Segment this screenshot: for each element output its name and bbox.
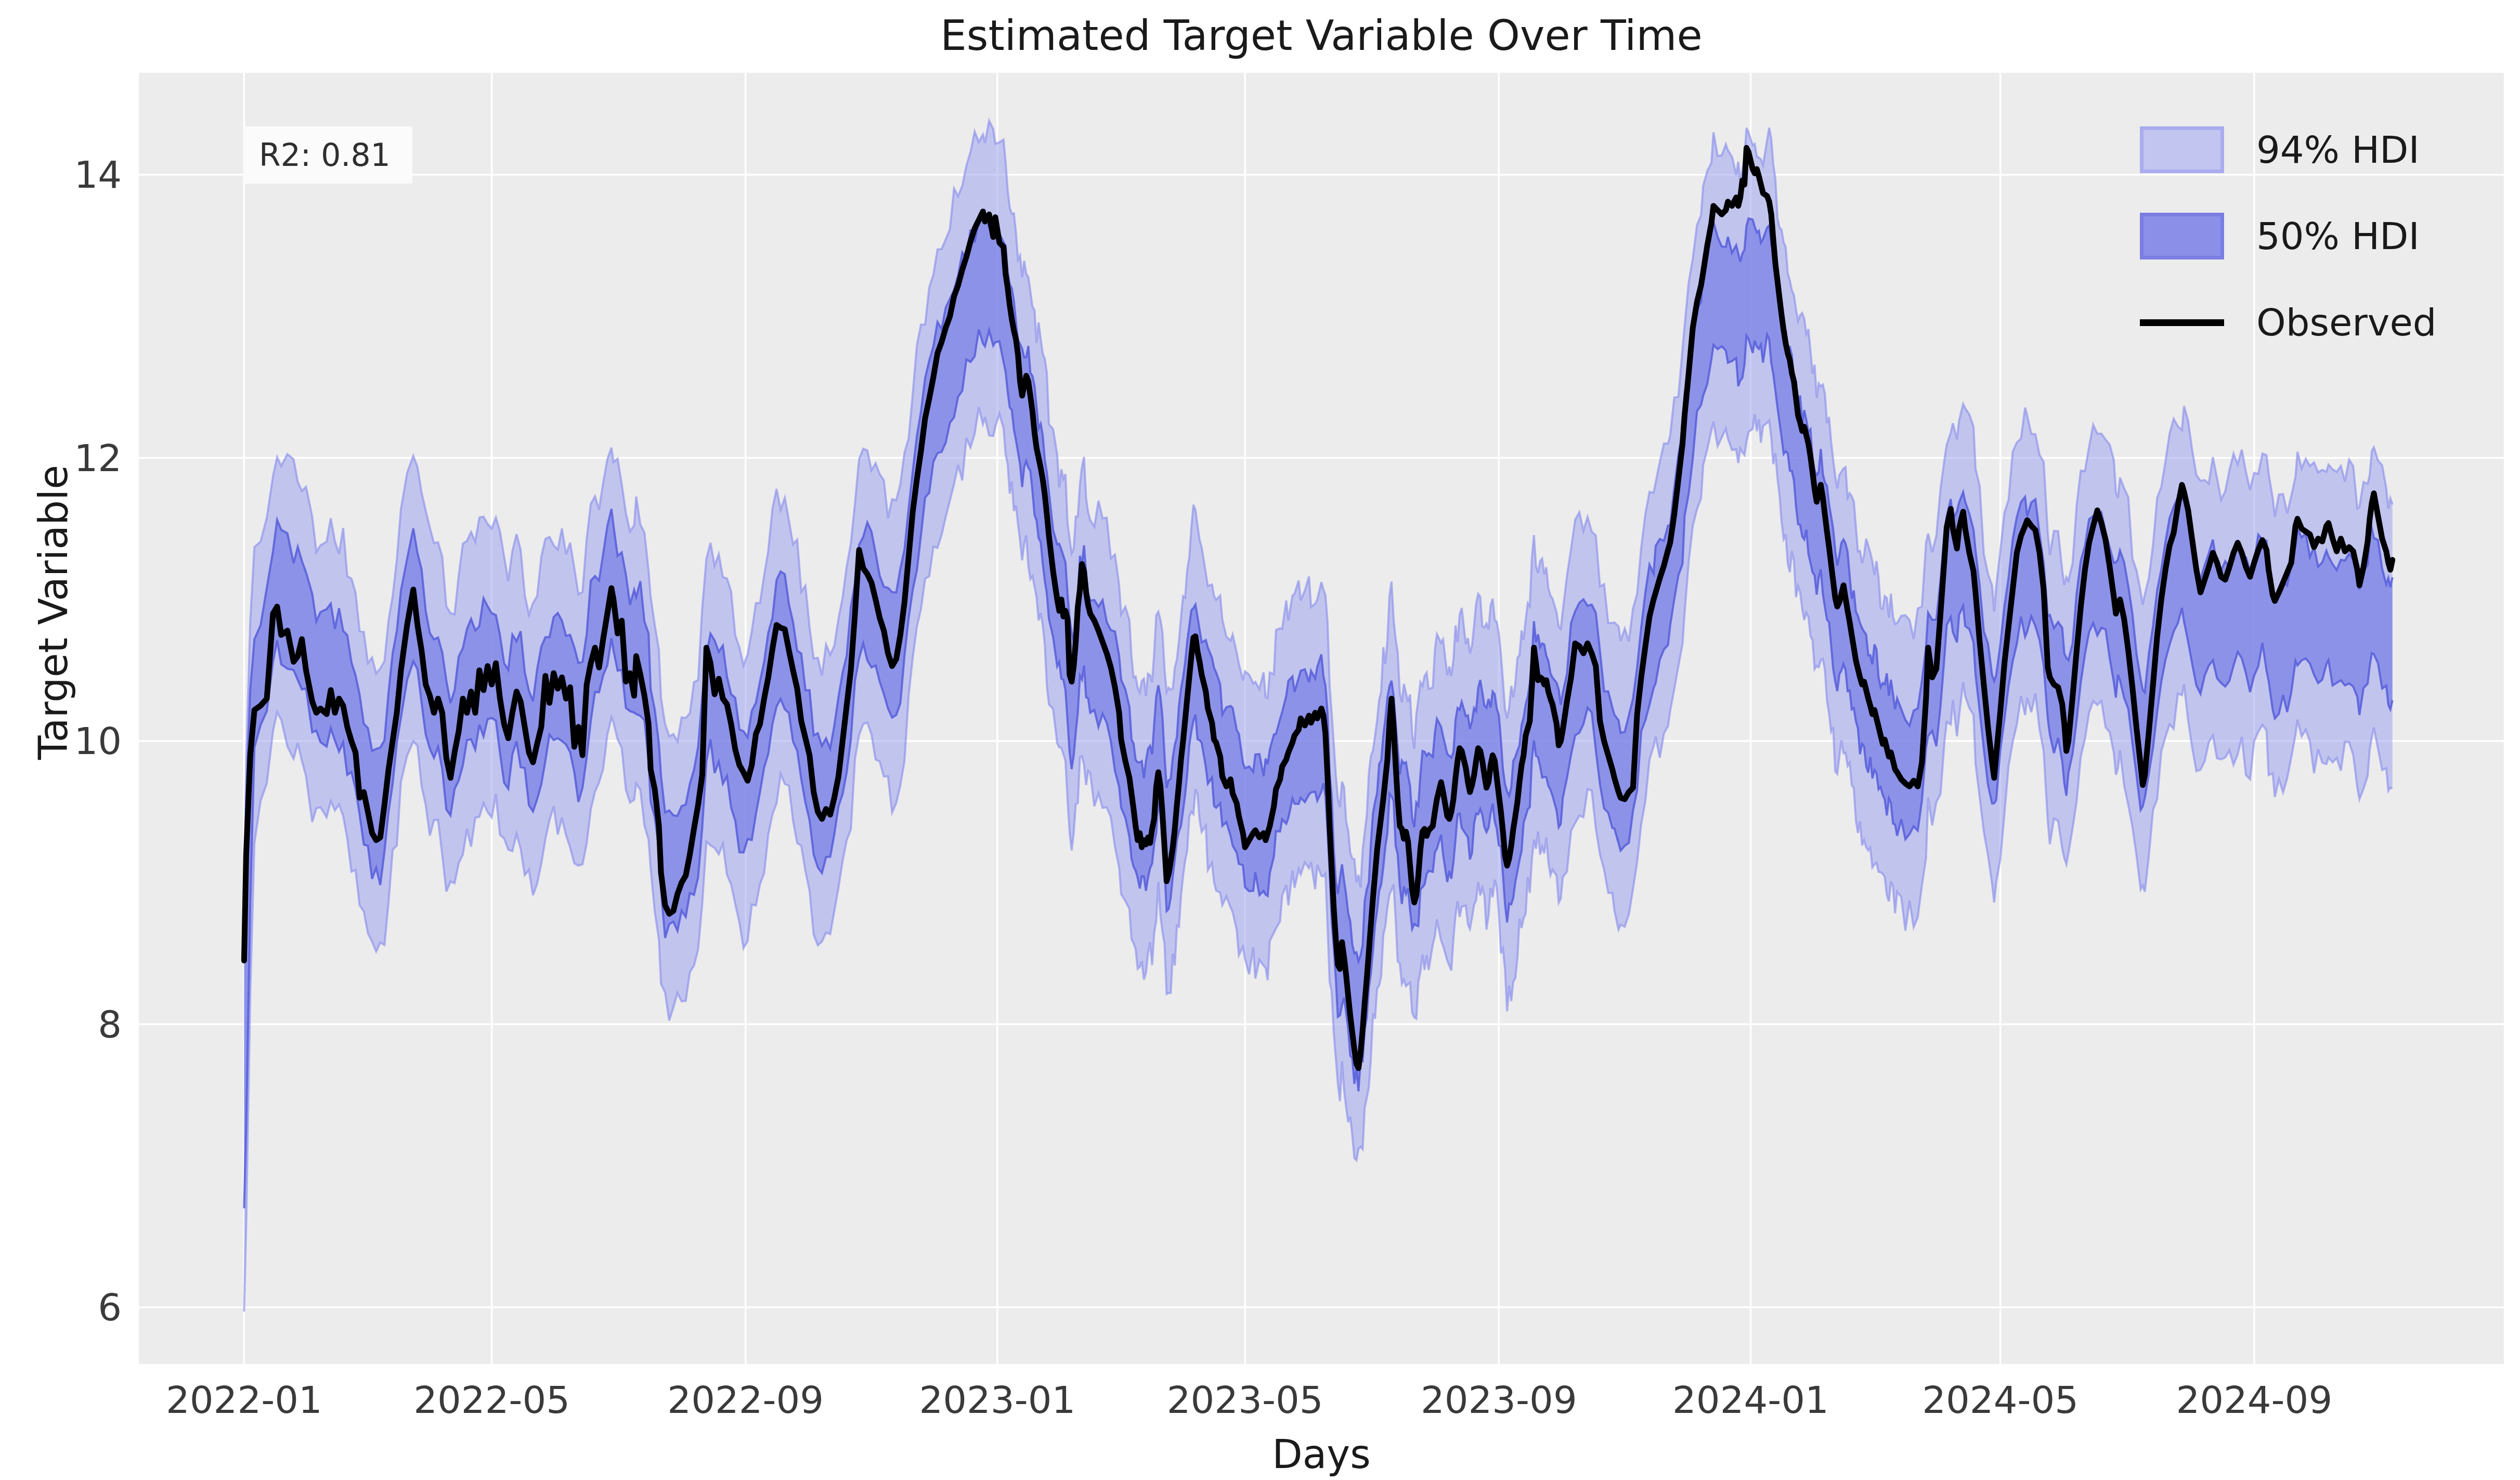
y-tick-label: 8	[0, 1003, 122, 1046]
x-tick-label: 2024-05	[1870, 1378, 2131, 1422]
hdi94-swatch-icon	[2140, 126, 2224, 173]
x-tick-label: 2023-09	[1369, 1378, 1629, 1422]
legend: 94% HDI 50% HDI Observed	[2140, 107, 2473, 366]
legend-row-50-hdi: 50% HDI	[2140, 193, 2473, 279]
y-tick-label: 14	[0, 153, 122, 197]
x-tick-label: 2024-01	[1620, 1378, 1880, 1422]
r2-annotation-text: R2: 0.81	[259, 137, 391, 173]
hdi50-swatch-icon	[2140, 213, 2224, 259]
y-axis-label: Target Variable	[30, 718, 76, 760]
figure: Estimated Target Variable Over Time 6810…	[0, 0, 2520, 1480]
chart-title: Estimated Target Variable Over Time	[139, 11, 2504, 60]
x-tick-label: 2024-09	[2124, 1378, 2384, 1422]
x-tick-label: 2022-01	[114, 1378, 374, 1422]
legend-label-50-hdi: 50% HDI	[2256, 214, 2420, 258]
x-tick-label: 2023-01	[867, 1378, 1127, 1422]
legend-row-observed: Observed	[2140, 279, 2473, 366]
observed-line-swatch-icon	[2140, 319, 2224, 326]
y-tick-label: 6	[0, 1286, 122, 1329]
x-tick-label: 2022-05	[362, 1378, 622, 1422]
r2-annotation: R2: 0.81	[243, 126, 412, 184]
legend-label-observed: Observed	[2256, 301, 2436, 344]
legend-row-94-hdi: 94% HDI	[2140, 107, 2473, 193]
x-tick-label: 2022-09	[616, 1378, 876, 1422]
x-axis-label: Days	[139, 1431, 2504, 1477]
x-tick-label: 2023-05	[1115, 1378, 1375, 1422]
legend-label-94-hdi: 94% HDI	[2256, 128, 2420, 172]
